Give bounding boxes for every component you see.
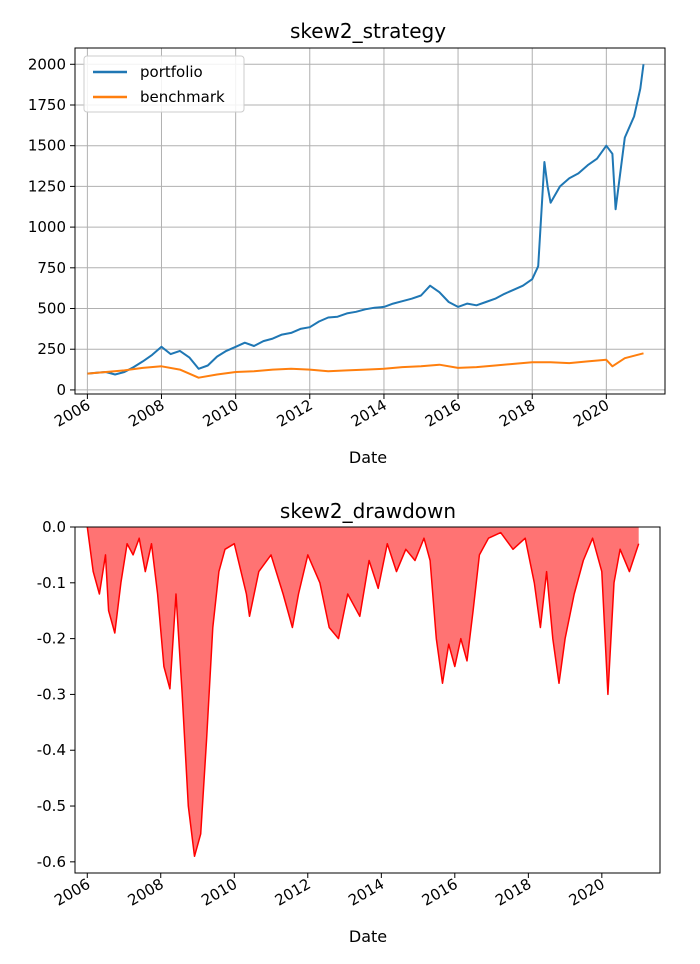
chart2-ytick-label: -0.4 xyxy=(37,741,66,759)
chart1-ytick-label: 1250 xyxy=(28,177,66,195)
chart1-xtick-label: 2014 xyxy=(348,396,390,431)
chart2-xtick-label: 2014 xyxy=(345,875,387,910)
chart1-y-axis: 0 250 500 750 1000 1250 1500 1750 2000 xyxy=(28,55,75,399)
chart2-ytick-label: -0.1 xyxy=(37,574,66,592)
chart2-xtick-label: 2020 xyxy=(566,875,608,910)
chart2-series xyxy=(86,526,640,858)
chart2-xlabel: Date xyxy=(349,927,387,946)
chart2-x-axis: 2006 2008 2010 2012 2014 2016 2018 2020 xyxy=(51,873,608,910)
chart1-ytick-label: 250 xyxy=(37,340,66,358)
chart2-xtick-label: 2016 xyxy=(419,875,461,910)
chart2-y-axis: 0.0 -0.1 -0.2 -0.3 -0.4 -0.5 -0.6 xyxy=(37,518,75,871)
chart2-ytick-label: 0.0 xyxy=(42,518,66,536)
chart1-xtick-label: 2016 xyxy=(422,396,464,431)
chart2-xtick-label: 2018 xyxy=(492,875,534,910)
chart1-series xyxy=(87,64,645,379)
chart1-ytick-label: 1500 xyxy=(28,137,66,155)
chart2-ytick-label: -0.5 xyxy=(37,797,66,815)
chart2-title: skew2_drawdown xyxy=(280,499,456,523)
chart1-xtick-label: 2008 xyxy=(125,396,167,431)
chart1-title: skew2_strategy xyxy=(290,19,446,43)
chart1-series-benchmark-line xyxy=(87,352,644,379)
chart1-xtick-label: 2006 xyxy=(51,396,93,431)
chart1-ytick-label: 500 xyxy=(37,300,66,318)
chart1-xtick-label: 2012 xyxy=(274,396,316,431)
chart1-series-portfolio-line xyxy=(87,64,645,376)
chart2-plot-frame xyxy=(74,526,661,874)
chart1-ytick-label: 1000 xyxy=(28,218,66,236)
chart1-xtick-label: 2018 xyxy=(496,396,538,431)
chart2-area-line xyxy=(86,526,640,858)
chart2-ytick-label: -0.3 xyxy=(37,685,66,703)
legend-portfolio-label: portfolio xyxy=(140,63,203,81)
chart1-ytick-label: 2000 xyxy=(28,55,66,73)
chart2-xtick-label: 2008 xyxy=(125,875,167,910)
chart2-xtick-label: 2006 xyxy=(51,875,93,910)
chart2-area-fill xyxy=(87,527,639,857)
chart1-plot-frame xyxy=(74,47,666,395)
chart1-x-axis: 2006 2008 2010 2012 2014 2016 2018 2020 xyxy=(51,394,612,431)
legend-benchmark-label: benchmark xyxy=(140,88,225,106)
chart1-ytick-label: 1750 xyxy=(28,96,66,114)
chart1-xtick-label: 2020 xyxy=(570,396,612,431)
chart2-ytick-label: -0.2 xyxy=(37,630,66,648)
chart2-xtick-label: 2010 xyxy=(198,875,240,910)
chart1-ytick-label: 750 xyxy=(37,259,66,277)
chart1-xlabel: Date xyxy=(349,448,387,467)
chart1-xtick-label: 2010 xyxy=(200,396,242,431)
chart2-xtick-label: 2012 xyxy=(272,875,314,910)
chart2-ytick-label: -0.6 xyxy=(37,853,66,871)
chart1-legend: portfolio benchmark xyxy=(83,55,245,113)
chart1-ytick-label: 0 xyxy=(56,381,66,399)
